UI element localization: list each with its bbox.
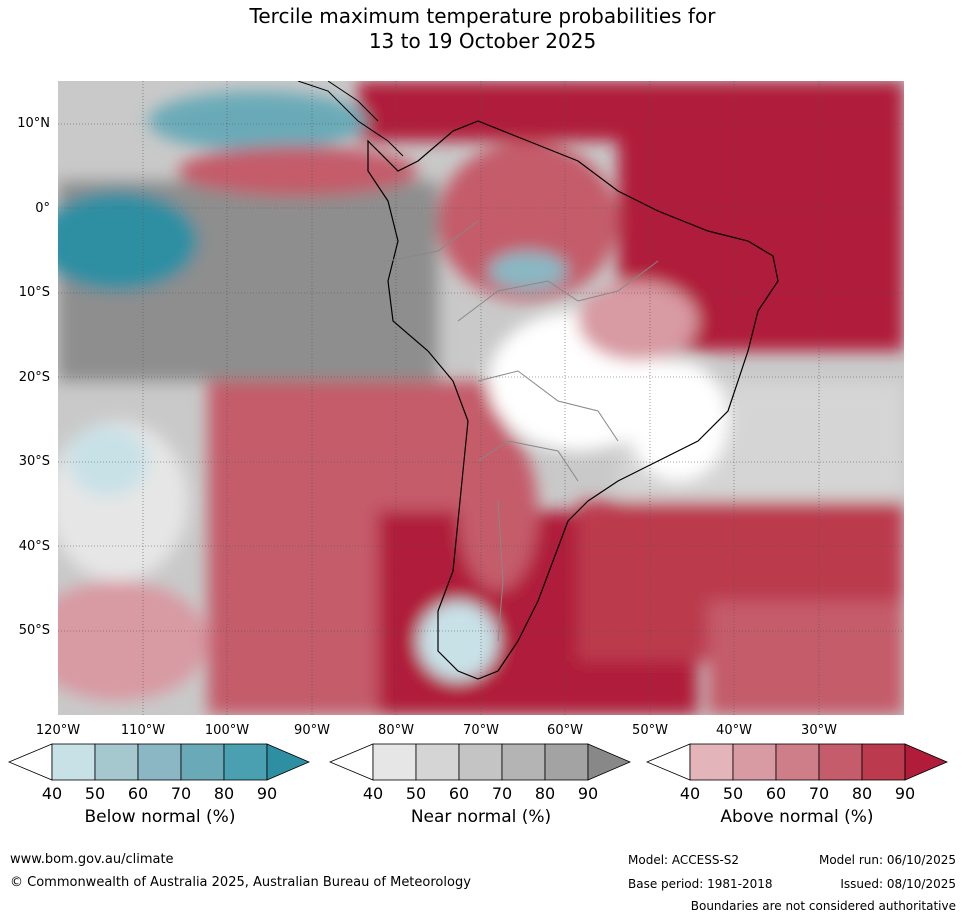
colorbar-segment (458, 743, 503, 781)
colorbar-tick-label: 40 (679, 784, 701, 803)
colorbar-tick-label: 90 (577, 784, 599, 803)
issued-text: Issued: 08/10/2025 (840, 877, 956, 891)
colorbar-tick-label: 80 (213, 784, 235, 803)
lat-label: 10°N (17, 116, 50, 131)
south-america-coastline (367, 120, 779, 680)
colorbar-tick-label: 90 (894, 784, 916, 803)
colorbar-segment (689, 743, 734, 781)
colorbar-above (646, 743, 948, 781)
lon-label: 120°W (35, 723, 81, 738)
colorbar-tick-label: 50 (722, 784, 744, 803)
lon-label: 80°W (378, 723, 414, 738)
colorbar-tick-label: 60 (127, 784, 149, 803)
lat-label: 20°S (18, 370, 50, 385)
colorbar-tick-label: 60 (765, 784, 787, 803)
lon-label: 40°W (716, 723, 752, 738)
colorbar-above-title: Above normal (%) (720, 807, 874, 827)
colorbar-segment (180, 743, 225, 781)
colorbar-below-title: Below normal (%) (84, 807, 236, 827)
central-america-coastline (297, 81, 404, 157)
colorbar-segment (775, 743, 820, 781)
lat-label: 50°S (18, 623, 50, 638)
colorbar-near (329, 743, 631, 781)
colorbar-tick-label: 70 (491, 784, 513, 803)
colorbar-tick-label: 80 (534, 784, 556, 803)
base-period-text: Base period: 1981-2018 (628, 877, 773, 891)
title-line-2: 13 to 19 October 2025 (368, 29, 597, 53)
map-canvas (58, 81, 904, 715)
website-link[interactable]: www.bom.gov.au/climate (10, 852, 174, 867)
lat-label: 30°S (18, 454, 50, 469)
colorbar-tick-label: 40 (362, 784, 384, 803)
model-text: Model: ACCESS-S2 (628, 853, 740, 867)
lon-label: 60°W (547, 723, 583, 738)
colorbar-near-title: Near normal (%) (410, 807, 552, 827)
colorbar-segment (94, 743, 139, 781)
colorbar-segment (372, 743, 417, 781)
title-line-1: Tercile maximum temperature probabilitie… (249, 4, 716, 28)
colorbar-segment (587, 743, 631, 781)
colorbar-tick-label: 70 (170, 784, 192, 803)
colorbar-tick-label: 80 (851, 784, 873, 803)
lon-label: 100°W (204, 723, 250, 738)
colorbar-segment (266, 743, 310, 781)
lon-label: 30°W (801, 723, 837, 738)
colorbar-segment (51, 743, 96, 781)
colorbar-segment (544, 743, 589, 781)
colorbar-segment (646, 743, 691, 781)
colorbar-segment (223, 743, 268, 781)
colorbar-tick-label: 60 (448, 784, 470, 803)
colorbar-segment (818, 743, 863, 781)
lon-label: 50°W (632, 723, 668, 738)
colorbar-tick-label: 90 (256, 784, 278, 803)
colorbar-segment (8, 743, 53, 781)
graticule (58, 81, 904, 715)
copyright-text: © Commonwealth of Australia 2025, Austra… (10, 875, 471, 890)
colorbar-segment (137, 743, 182, 781)
colorbar-tick-label: 50 (405, 784, 427, 803)
lat-label: 40°S (18, 539, 50, 554)
lon-label: 70°W (463, 723, 499, 738)
map-title: Tercile maximum temperature probabilitie… (0, 4, 965, 54)
lat-label: 10°S (18, 285, 50, 300)
colorbar-tick-label: 70 (808, 784, 830, 803)
colorbar-below (8, 743, 310, 781)
country-boundaries (387, 220, 659, 642)
colorbar-segment (861, 743, 906, 781)
colorbar-segment (329, 743, 374, 781)
colorbar-tick-label: 50 (84, 784, 106, 803)
lon-label: 110°W (120, 723, 166, 738)
colorbar-segment (415, 743, 460, 781)
probability-map (58, 81, 904, 715)
lat-label: 0° (35, 201, 50, 216)
colorbar-segment (501, 743, 546, 781)
model-run-text: Model run: 06/10/2025 (818, 853, 956, 867)
lon-label: 90°W (294, 723, 330, 738)
colorbar-segment (732, 743, 777, 781)
colorbar-segment (904, 743, 948, 781)
colorbar-tick-label: 40 (41, 784, 63, 803)
disclaimer-text: Boundaries are not considered authoritat… (690, 899, 956, 913)
